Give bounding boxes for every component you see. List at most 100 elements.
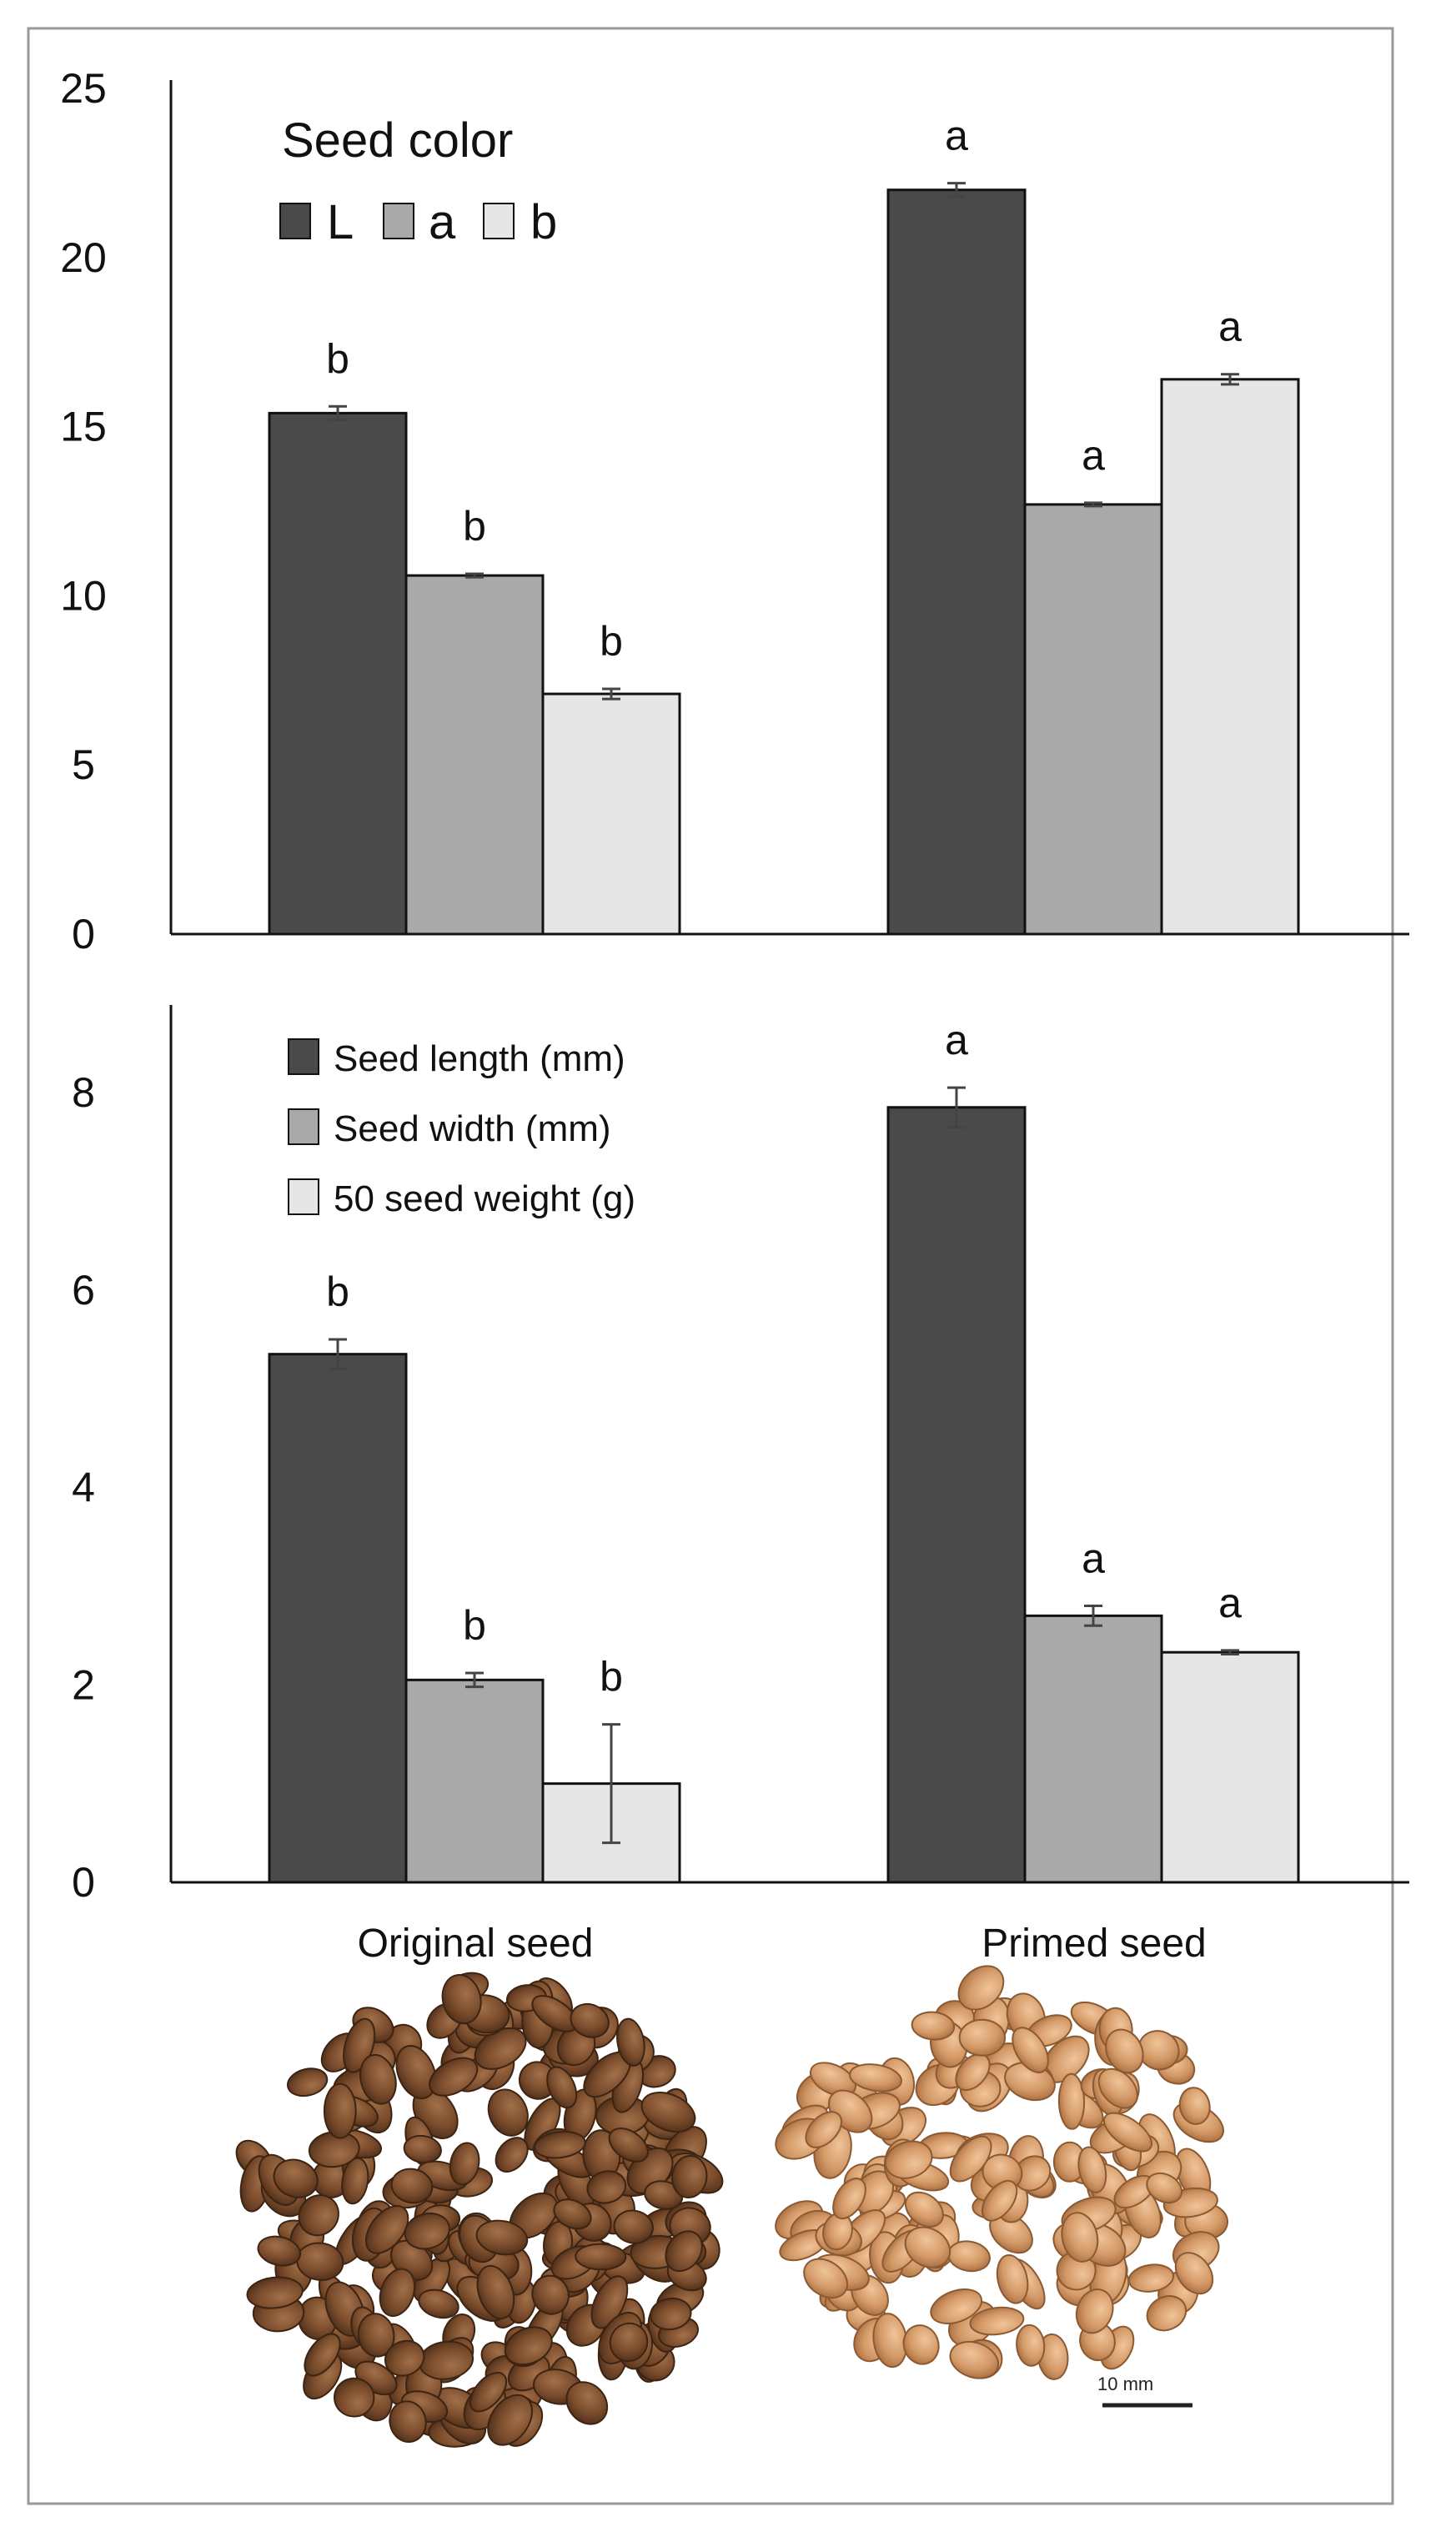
seed [341, 2157, 369, 2205]
significance-letter: a [1218, 304, 1242, 350]
seed [487, 2394, 533, 2446]
y-tick-label: 10 [60, 572, 107, 619]
seed [531, 2274, 570, 2315]
bar [1160, 378, 1300, 936]
seed [357, 2313, 395, 2358]
y-tick-label: 4 [72, 1464, 95, 1511]
legend-swatch-seed-weight [288, 1178, 319, 1215]
bar [404, 1678, 545, 1884]
seed [805, 2111, 843, 2148]
significance-letter: b [326, 335, 349, 382]
category-label-primed-seed: Primed seed [982, 1922, 1206, 1966]
significance-letter: a [945, 1017, 968, 1063]
y-tick-label: 2 [72, 1661, 95, 1708]
legend-title: Seed color [282, 113, 513, 168]
legend-swatch-L [279, 203, 311, 239]
bar [1023, 1614, 1163, 1884]
significance-letter: b [600, 618, 623, 665]
seed [1097, 2067, 1138, 2109]
seed [949, 2340, 1000, 2379]
seed [384, 2339, 425, 2377]
bar [268, 411, 408, 936]
seed [469, 2371, 508, 2413]
seed [1102, 2112, 1153, 2153]
seed [570, 2002, 610, 2038]
top-panel-tick-labels: 0 5 10 15 20 25 [60, 65, 107, 957]
y-tick-label: 0 [72, 1859, 95, 1906]
seed [476, 2264, 515, 2320]
legend-label-seed-weight: 50 seed weight (g) [334, 1178, 635, 1219]
seed [575, 2243, 627, 2271]
seed [257, 2235, 302, 2267]
legend-swatch-seed-width [288, 1108, 319, 1145]
seed [1077, 2146, 1107, 2193]
seed [809, 2062, 857, 2097]
bar [886, 1106, 1027, 1884]
seed [969, 2306, 1025, 2336]
significance-letter: a [1082, 1535, 1105, 1582]
seed [1105, 2028, 1144, 2074]
y-tick-label: 6 [72, 1267, 95, 1314]
seed [609, 2322, 649, 2363]
bottom-panel-tick-labels: 0 2 4 6 8 [72, 1069, 95, 1906]
bottom-panel-bars: b b b a a a [268, 1017, 1300, 1884]
seed [504, 2326, 553, 2366]
seed [1146, 2295, 1187, 2332]
seed [246, 2276, 304, 2309]
legend-swatch-a [383, 203, 414, 239]
seed [323, 2082, 357, 2139]
seed [849, 2063, 902, 2092]
seed [902, 2324, 940, 2365]
seed [1061, 2212, 1099, 2263]
bar [1023, 503, 1163, 936]
seed [670, 2154, 708, 2199]
seed [298, 2194, 339, 2237]
bar [1160, 1650, 1300, 1884]
bar [541, 692, 681, 936]
legend-swatch-seed-length [288, 1038, 319, 1075]
seed [1174, 2252, 1214, 2295]
seed [429, 2057, 479, 2097]
y-tick-label: 0 [72, 911, 95, 957]
seed [553, 2198, 592, 2230]
bar [886, 188, 1027, 936]
seed [273, 2158, 319, 2198]
seed [884, 2140, 933, 2179]
seed [957, 1965, 1005, 2011]
figure-border [27, 27, 1394, 2505]
seed [586, 2170, 627, 2204]
seed [1178, 2087, 1211, 2125]
seed [650, 2297, 692, 2331]
seed [955, 2052, 991, 2092]
seed [981, 2179, 1018, 2222]
seed [395, 2045, 437, 2100]
y-tick-label: 5 [72, 741, 95, 788]
seed [403, 2134, 442, 2164]
seed [441, 1974, 482, 2025]
seed [1137, 2030, 1180, 2071]
seed [534, 2130, 586, 2159]
legend-label-seed-width: Seed width (mm) [334, 1108, 611, 1149]
y-tick-label: 15 [60, 404, 107, 450]
seed [958, 2018, 1007, 2057]
significance-letter: b [463, 503, 486, 550]
seed [475, 2219, 529, 2256]
seed [1146, 2172, 1183, 2204]
bar [404, 574, 545, 936]
legend-label-a: a [429, 195, 456, 249]
seed [379, 2268, 416, 2318]
seed [304, 2333, 341, 2377]
seed [487, 2088, 529, 2137]
seed [949, 2135, 992, 2183]
y-tick-label: 25 [60, 65, 107, 112]
y-tick-label: 20 [60, 234, 107, 281]
original-seed-photo [235, 1972, 724, 2448]
seed [359, 2053, 397, 2105]
seed [911, 2011, 956, 2041]
seed [665, 2230, 703, 2273]
seed [364, 2205, 409, 2254]
bottom-panel-legend: Seed length (mm) Seed width (mm) 50 seed… [288, 1038, 635, 1219]
seed [389, 2400, 427, 2443]
seed [616, 2017, 645, 2067]
